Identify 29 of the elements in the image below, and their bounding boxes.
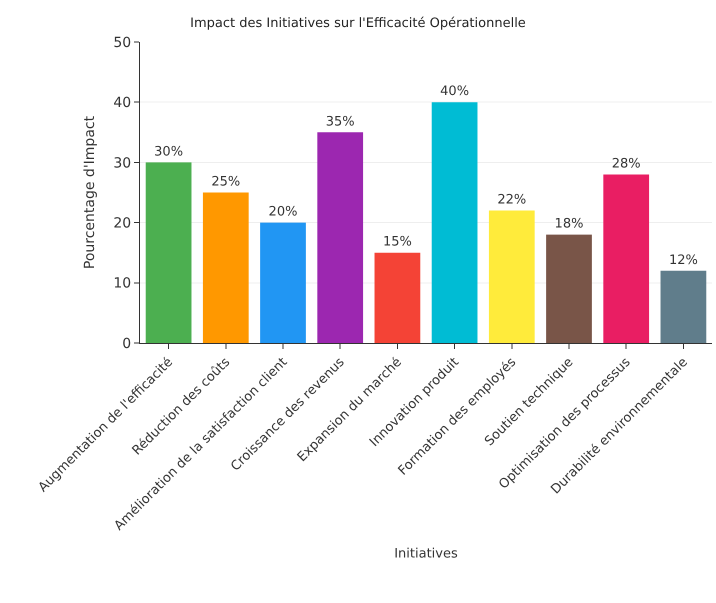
bar bbox=[317, 132, 364, 343]
data-label: 20% bbox=[268, 204, 298, 220]
bar bbox=[488, 210, 535, 343]
bar bbox=[546, 234, 592, 343]
data-label: 22% bbox=[497, 192, 526, 208]
bar bbox=[202, 192, 249, 343]
data-label: 40% bbox=[440, 84, 470, 100]
bar bbox=[603, 174, 650, 343]
data-label: 15% bbox=[382, 234, 412, 250]
y-tick-label: 20 bbox=[113, 216, 132, 232]
y-tick-label: 30 bbox=[113, 155, 132, 172]
bar bbox=[660, 270, 706, 343]
y-tick-label: 0 bbox=[122, 336, 132, 352]
chart-title: Impact des Initiatives sur l'Efficacité Opérationnelle bbox=[190, 16, 526, 32]
data-label: 25% bbox=[211, 174, 240, 190]
data-label: 18% bbox=[554, 216, 584, 232]
y-axis-title: Pourcentage d'Impact bbox=[82, 115, 98, 270]
y-tick-label: 10 bbox=[113, 276, 132, 292]
bar bbox=[432, 102, 478, 343]
y-tick-label: 40 bbox=[113, 95, 132, 112]
bar bbox=[374, 252, 420, 343]
x-axis-title: Initiatives bbox=[394, 546, 458, 562]
bar bbox=[260, 222, 306, 343]
bar bbox=[146, 162, 192, 343]
data-label: 28% bbox=[612, 156, 641, 172]
data-label: 12% bbox=[668, 252, 698, 268]
y-tick-label: 50 bbox=[113, 34, 132, 51]
data-label: 30% bbox=[154, 144, 184, 160]
data-label: 35% bbox=[326, 114, 355, 130]
